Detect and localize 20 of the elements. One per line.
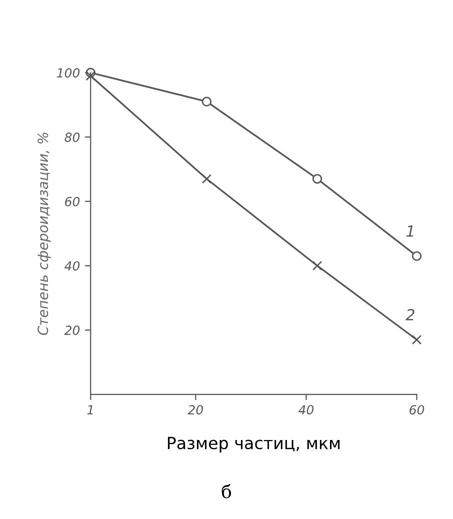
x-tick-label: 60 [410,405,424,415]
point [202,174,212,184]
y-tick-label: 80 [64,132,80,142]
x-tick-label: 20 [188,405,203,415]
series-label: 1 [406,225,414,237]
y-tick-label: 20 [64,326,80,336]
text: б [222,484,232,498]
point [412,334,422,345]
y-tick-label: 60 [65,196,80,206]
x-tick-label: 40 [298,405,314,415]
y-tick-label: 100 [56,68,80,78]
x-axis-title: Размер частиц, мкм [168,436,340,453]
series-label: 2 [406,308,414,320]
point [202,96,212,106]
y-tick-label: 40 [64,261,80,271]
point [312,174,322,184]
point [312,260,322,271]
x-tick-label: 1 [87,405,93,414]
y-axis-title: Степень сфероидизации, % [38,132,51,336]
point [412,251,422,261]
